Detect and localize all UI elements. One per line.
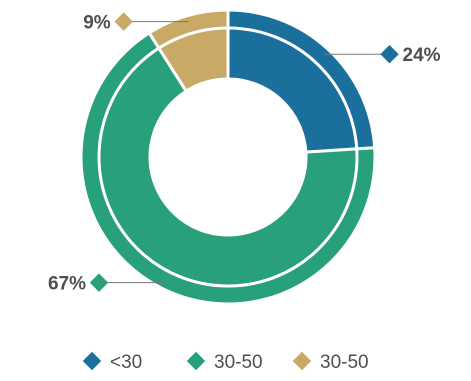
legend-item: 30-50 — [186, 351, 263, 373]
label-marker — [114, 12, 133, 31]
value-label: 24% — [403, 45, 441, 66]
legend: <30 30-50 30-50 — [82, 351, 369, 373]
label-marker — [89, 273, 109, 292]
label-marker — [380, 45, 399, 64]
value-label: 67% — [48, 274, 86, 295]
legend-item: 30-50 — [292, 351, 369, 373]
inner-divider-ring — [97, 26, 359, 288]
legend-label: 30-50 — [214, 352, 263, 373]
legend-label: 30-50 — [320, 352, 369, 373]
donut-slice — [79, 30, 377, 306]
donut-slice — [226, 8, 377, 154]
legend-marker — [292, 351, 312, 371]
legend-marker — [82, 351, 102, 371]
value-label: 9% — [83, 13, 111, 34]
legend-label: <30 — [110, 352, 142, 373]
slice-group — [79, 8, 377, 306]
legend-item: <30 — [82, 351, 142, 373]
legend-marker — [186, 351, 206, 371]
